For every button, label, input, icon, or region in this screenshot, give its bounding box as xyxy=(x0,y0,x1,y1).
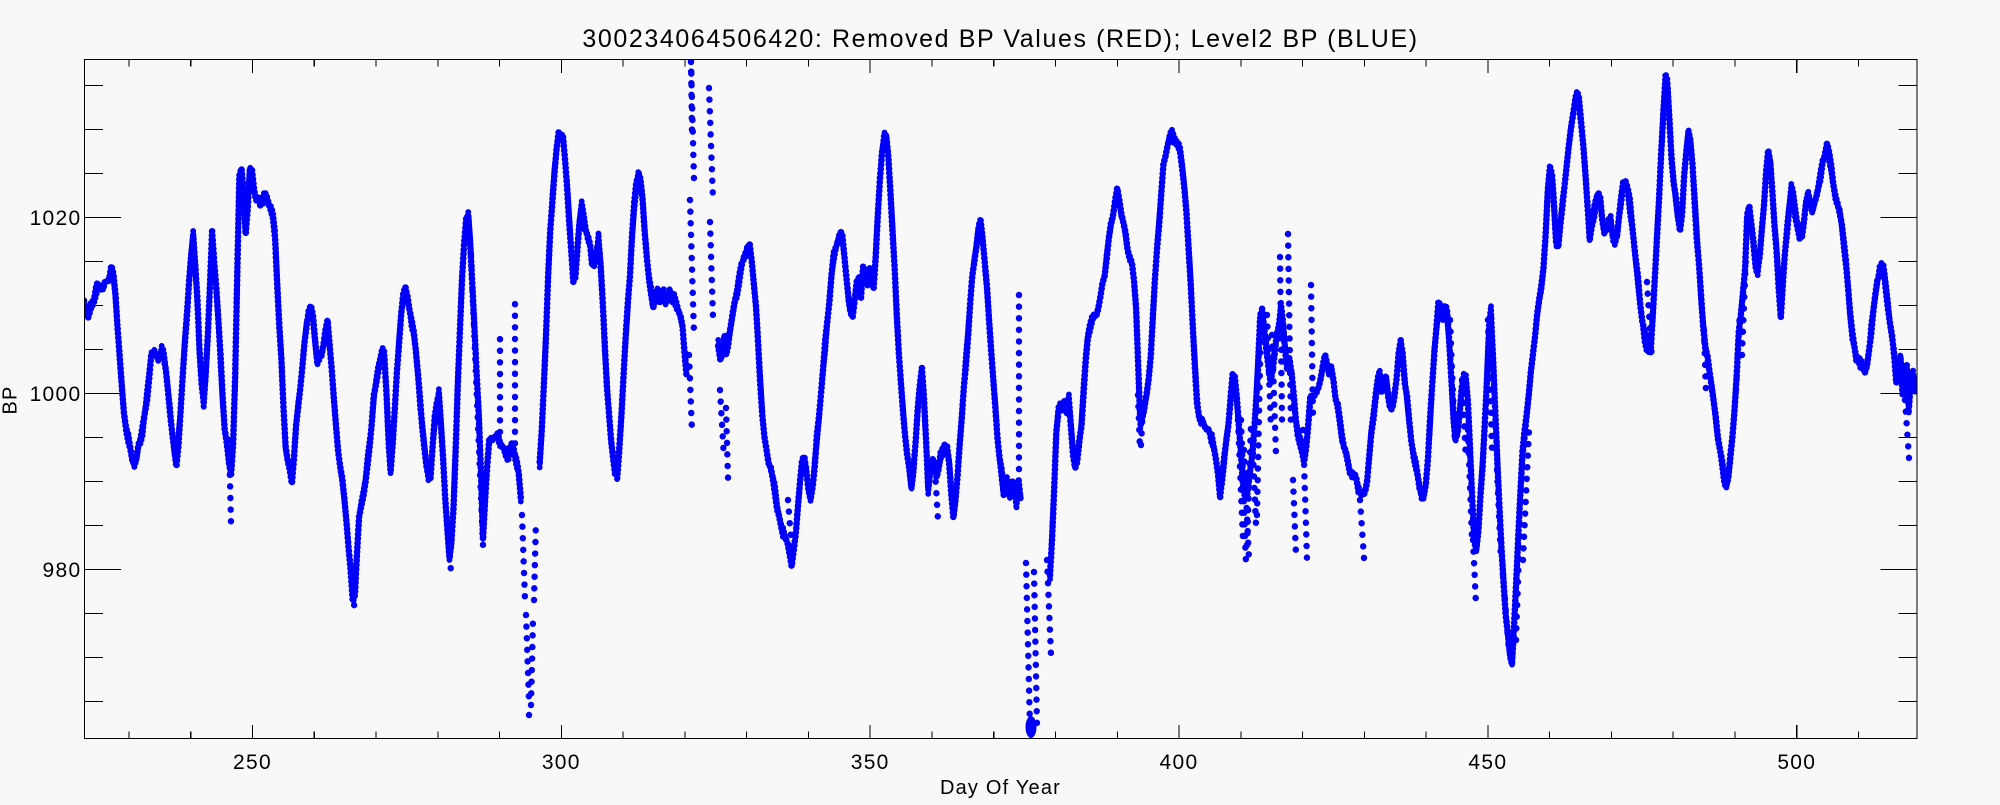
svg-text:1020: 1020 xyxy=(30,207,82,230)
svg-text:BP: BP xyxy=(0,385,22,414)
svg-text:450: 450 xyxy=(1468,751,1507,774)
svg-text:350: 350 xyxy=(851,751,890,774)
svg-text:300: 300 xyxy=(542,751,581,774)
svg-text:1000: 1000 xyxy=(30,383,82,406)
svg-text:500: 500 xyxy=(1777,751,1816,774)
svg-text:250: 250 xyxy=(233,751,272,774)
svg-text:Day Of Year: Day Of Year xyxy=(940,777,1061,799)
svg-text:300234064506420: Removed BP Va: 300234064506420: Removed BP Values (RED)… xyxy=(582,25,1418,53)
svg-text:980: 980 xyxy=(43,559,82,582)
svg-text:400: 400 xyxy=(1160,751,1199,774)
